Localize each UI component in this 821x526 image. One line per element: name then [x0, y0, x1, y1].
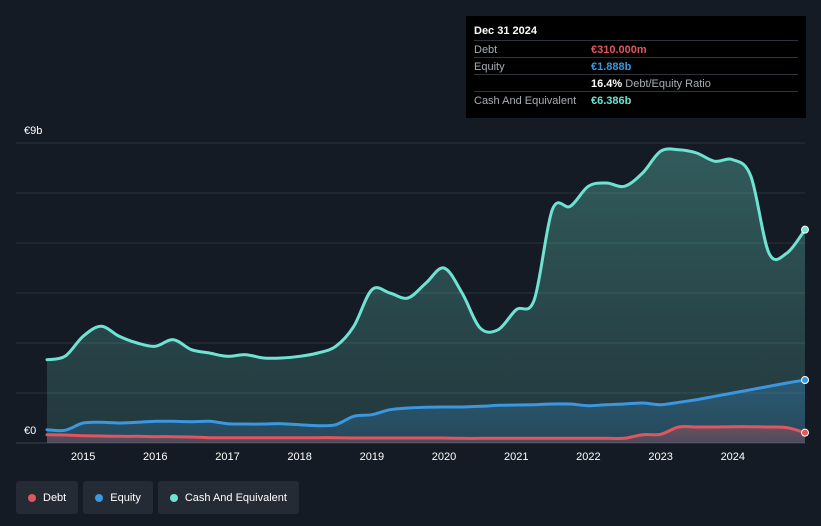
legend-equity-label: Equity: [110, 491, 141, 504]
tooltip-row-cash: Cash And Equivalent €6.386b: [474, 91, 798, 109]
x-tick-2020: 2020: [432, 451, 456, 463]
x-tick-2022: 2022: [576, 451, 600, 463]
legend-item-cash[interactable]: Cash And Equivalent: [157, 481, 299, 514]
x-tick-2016: 2016: [143, 451, 167, 463]
debt-dot-icon: [28, 493, 36, 502]
x-axis-ticks: 2015 2016 2017 2018 2019 2020 2021 2022 2023 2024: [71, 451, 745, 463]
tooltip-ratio: 16.4% Debt/Equity Ratio: [591, 78, 711, 90]
debt-end-point: [801, 428, 809, 437]
tooltip-row-debt: Debt €310.000m: [474, 40, 798, 58]
cash-dot-icon: [169, 493, 178, 502]
tooltip-row-ratio: 16.4% Debt/Equity Ratio: [474, 74, 798, 92]
x-tick-2017: 2017: [215, 451, 239, 463]
equity-dot-icon: [95, 493, 104, 502]
x-tick-2024: 2024: [721, 451, 745, 463]
plot-area: [45, 147, 809, 444]
tooltip-cash-value: €6.386b: [591, 95, 632, 107]
y-axis-min-label: €0: [24, 425, 37, 437]
cash-line: [45, 147, 807, 362]
legend-item-equity[interactable]: Equity: [83, 481, 153, 514]
tooltip-cash-label: Cash And Equivalent: [474, 95, 577, 107]
tooltip-ratio-value: 16.4%: [591, 78, 623, 90]
tooltip-date: Dec 31 2024: [474, 25, 537, 37]
data-tooltip: Dec 31 2024 Debt €310.000m Equity €1.888…: [466, 16, 806, 118]
tooltip-debt-value: €310.000m: [591, 44, 647, 56]
legend-item-debt[interactable]: Debt: [16, 481, 79, 514]
cash-area: [47, 148, 805, 444]
tooltip-equity-label: Equity: [474, 61, 505, 73]
equity-end-point: [801, 376, 809, 384]
equity-line: [45, 378, 807, 433]
y-axis-max-label: €9b: [24, 125, 43, 137]
cash-end-point: [801, 225, 809, 234]
x-tick-2021: 2021: [504, 451, 528, 463]
tooltip-equity-value: €1.888b: [591, 61, 632, 73]
chart-legend: Debt Equity Cash And Equivalent: [16, 481, 299, 514]
tooltip-row-equity: Equity €1.888b: [474, 57, 798, 75]
x-tick-2019: 2019: [360, 451, 384, 463]
tooltip-debt-label: Debt: [474, 44, 498, 56]
legend-debt-label: Debt: [43, 491, 67, 504]
equity-area: [47, 380, 805, 443]
tooltip-ratio-label: Debt/Equity Ratio: [625, 78, 711, 90]
x-tick-2018: 2018: [287, 451, 311, 463]
x-tick-2015: 2015: [71, 451, 95, 463]
legend-cash-label: Cash And Equivalent: [184, 491, 287, 504]
x-tick-2023: 2023: [648, 451, 672, 463]
debt-line: [45, 424, 807, 441]
